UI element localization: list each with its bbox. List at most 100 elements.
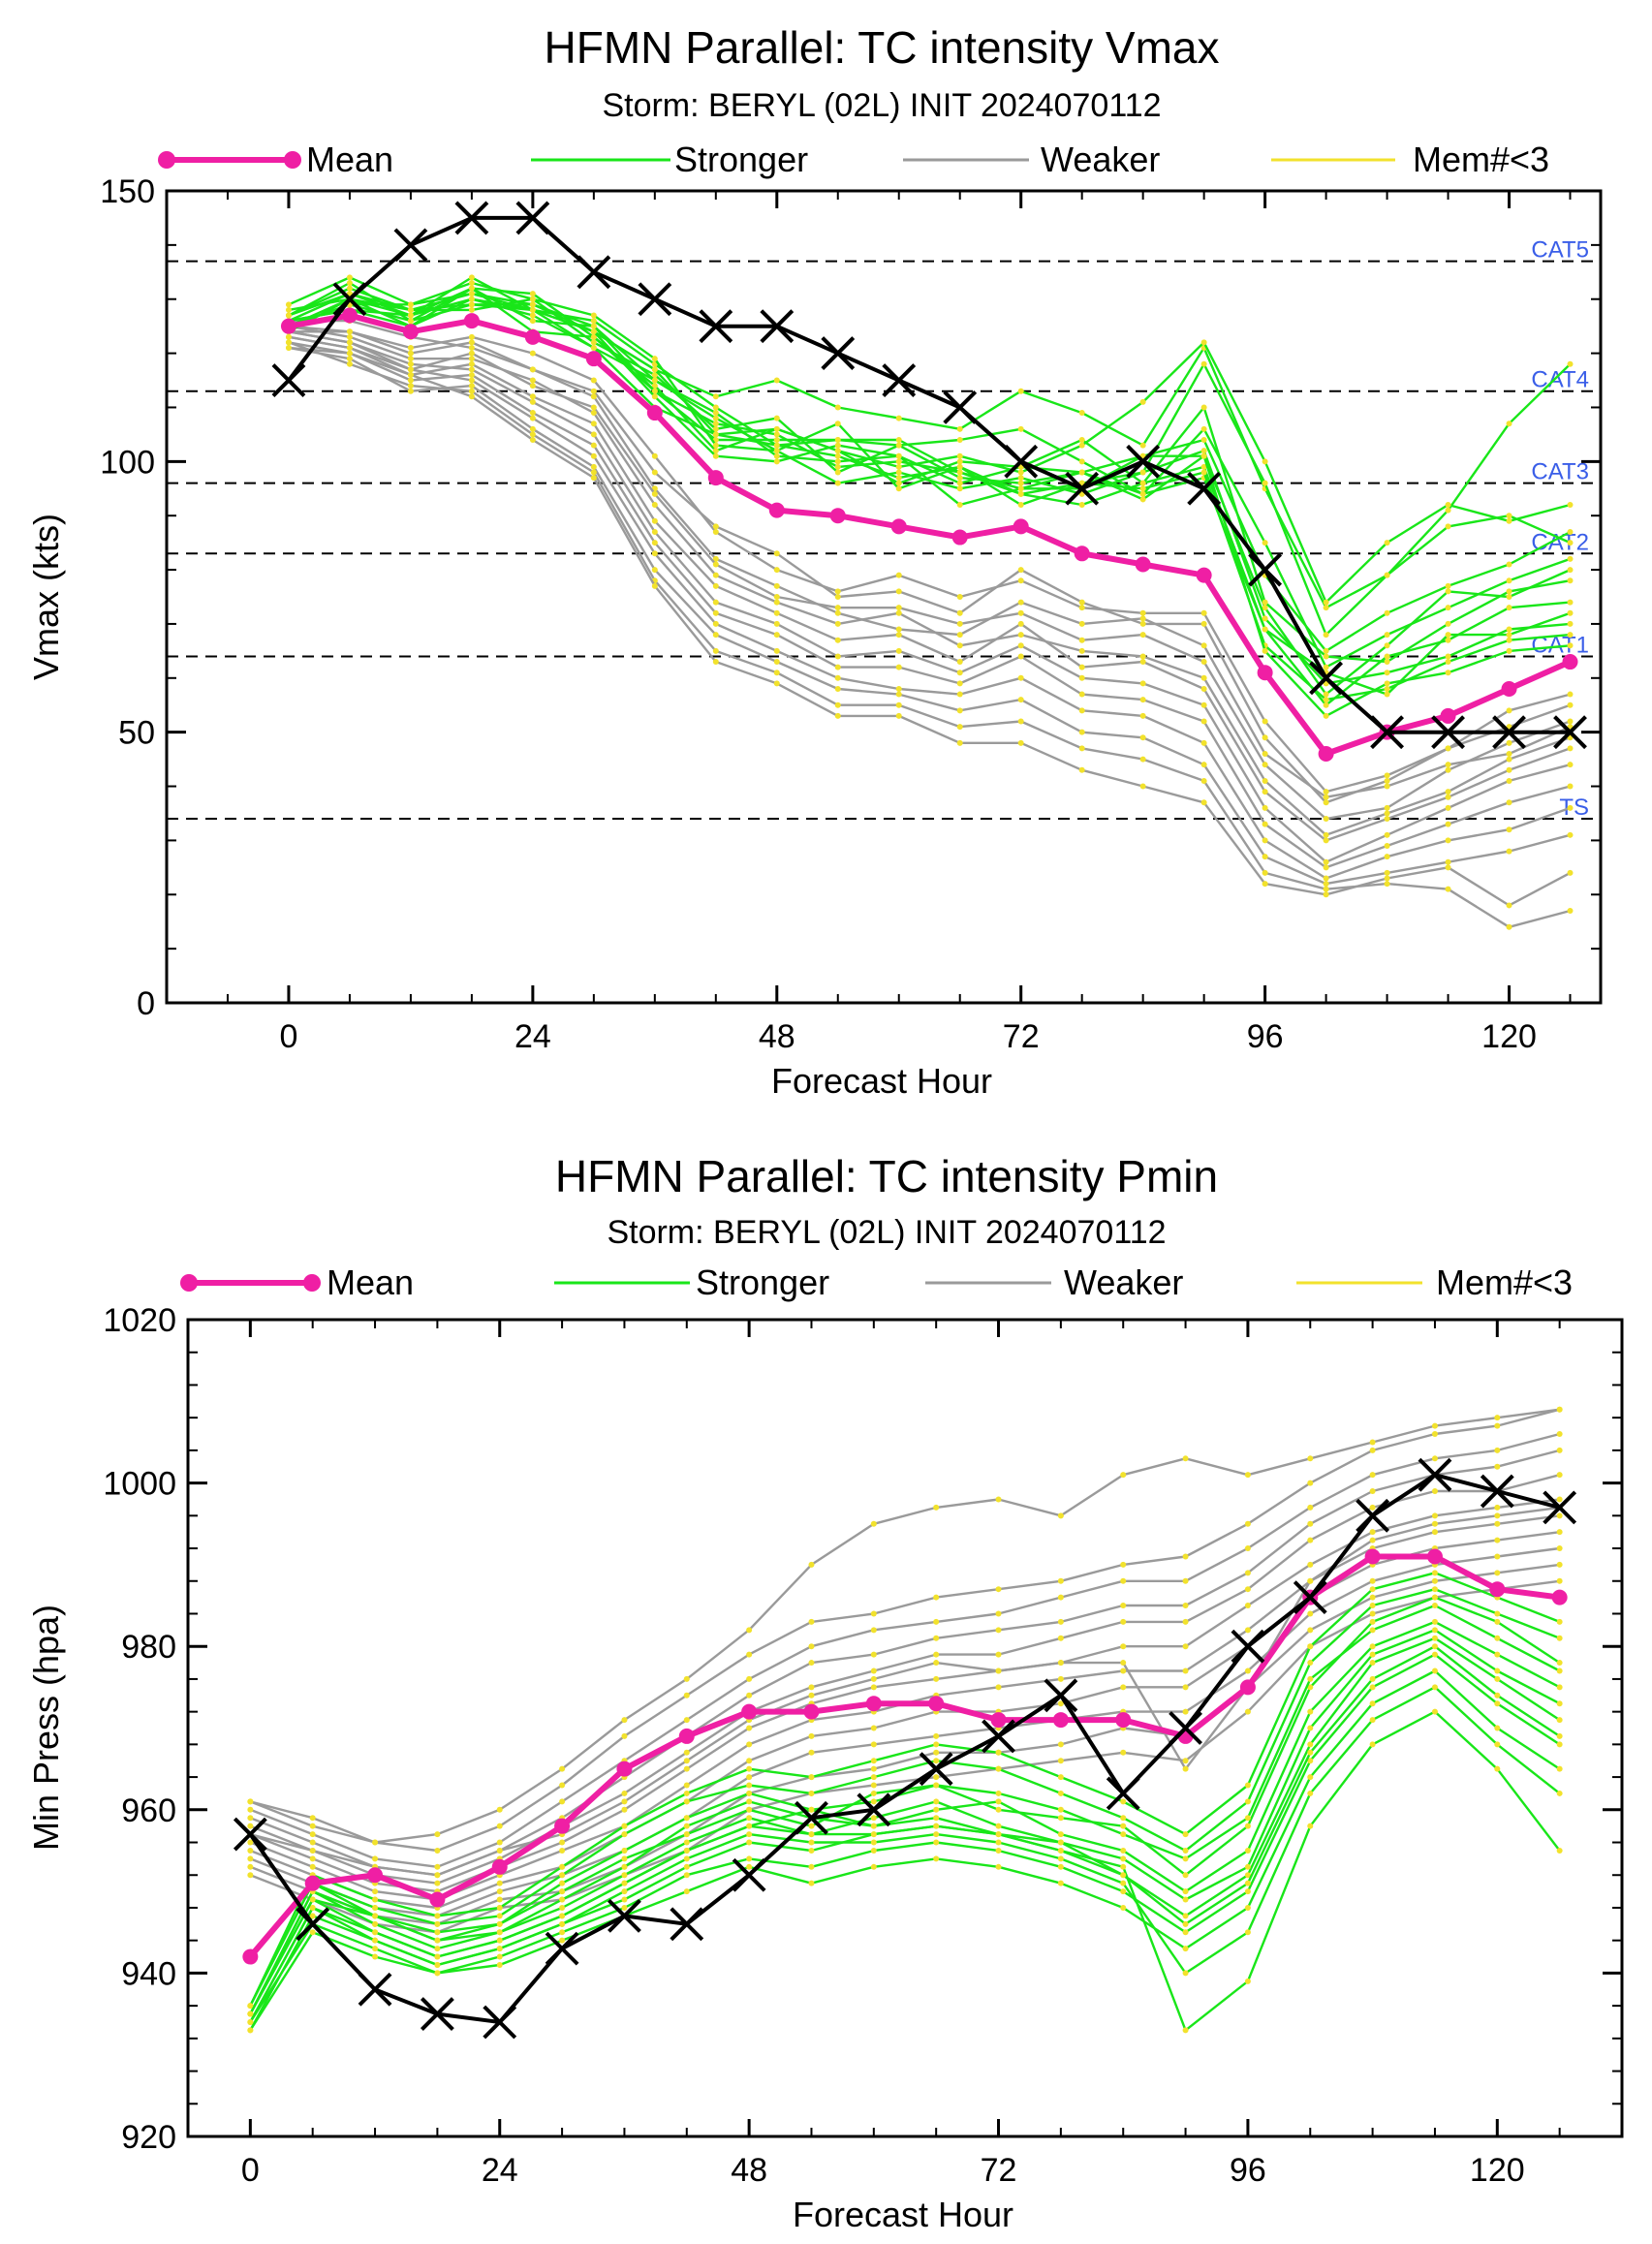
member-point bbox=[870, 1847, 877, 1854]
member-point bbox=[1494, 1675, 1501, 1682]
member-point bbox=[1323, 794, 1329, 800]
member-point bbox=[1017, 599, 1024, 606]
member-point bbox=[1445, 794, 1451, 800]
member-point bbox=[1323, 632, 1329, 639]
y-tick-label: 150 bbox=[100, 173, 155, 210]
member-point bbox=[1120, 1823, 1127, 1829]
member-point bbox=[247, 1855, 254, 1862]
member-point bbox=[559, 1888, 566, 1895]
member-point bbox=[1384, 854, 1390, 860]
member-point bbox=[1384, 875, 1390, 882]
member-point bbox=[1369, 1684, 1376, 1691]
mean-point bbox=[890, 518, 907, 535]
member-point bbox=[1307, 1758, 1314, 1764]
member-point bbox=[773, 448, 780, 454]
member-point bbox=[1556, 1472, 1563, 1479]
stronger-member-line bbox=[249, 1710, 1561, 2032]
member-point bbox=[1120, 1472, 1127, 1479]
member-point bbox=[468, 339, 475, 346]
mean-point bbox=[524, 328, 541, 345]
member-point bbox=[1200, 739, 1207, 746]
member-point bbox=[1139, 783, 1146, 790]
member-point bbox=[1384, 540, 1390, 546]
mean-line bbox=[248, 1553, 1561, 1959]
member-point bbox=[895, 485, 902, 492]
member-point bbox=[434, 1953, 441, 1960]
member-point bbox=[590, 475, 597, 482]
weaker-member-1 bbox=[247, 1406, 1563, 1854]
member-point bbox=[651, 550, 658, 557]
x-tick-label: 120 bbox=[1470, 2152, 1525, 2189]
member-point bbox=[434, 1937, 441, 1944]
threshold-label-cat3: CAT3 bbox=[1531, 459, 1589, 485]
member-point bbox=[1057, 1618, 1064, 1625]
member-point bbox=[870, 1790, 877, 1796]
member-point bbox=[559, 1839, 566, 1846]
member-point bbox=[712, 582, 719, 589]
member-point bbox=[746, 1823, 753, 1829]
member-point bbox=[590, 339, 597, 346]
member-point bbox=[870, 1667, 877, 1674]
member-point bbox=[1078, 620, 1085, 627]
member-point bbox=[995, 1831, 1002, 1838]
member-point bbox=[1120, 1660, 1127, 1667]
stronger-member-line bbox=[249, 1644, 1561, 2015]
member-point bbox=[621, 1896, 628, 1903]
member-point bbox=[1556, 1732, 1563, 1739]
member-point bbox=[1120, 1667, 1127, 1674]
member-point bbox=[1384, 653, 1390, 660]
member-point bbox=[559, 1847, 566, 1854]
member-point bbox=[1556, 1790, 1563, 1796]
member-point bbox=[1494, 1512, 1501, 1519]
stronger-member-9 bbox=[285, 285, 1574, 698]
member-point bbox=[346, 350, 353, 357]
weaker-member-line bbox=[249, 1514, 1560, 1901]
member-point bbox=[468, 350, 475, 357]
member-point bbox=[1445, 502, 1451, 509]
member-point bbox=[746, 1863, 753, 1870]
weaker-member-line bbox=[288, 330, 1571, 821]
member-point bbox=[870, 1863, 877, 1870]
member-point bbox=[1384, 642, 1390, 649]
member-point bbox=[309, 1815, 316, 1822]
member-point bbox=[309, 1904, 316, 1911]
unlabeled-series-marker bbox=[608, 1898, 641, 1933]
member-point bbox=[621, 1880, 628, 1886]
member-point bbox=[895, 626, 902, 633]
member-point bbox=[712, 528, 719, 535]
member-point bbox=[651, 517, 658, 524]
member-point bbox=[559, 1904, 566, 1911]
member-point bbox=[895, 469, 902, 476]
member-point bbox=[1567, 599, 1574, 606]
member-point bbox=[1244, 1627, 1251, 1634]
member-point bbox=[496, 1839, 503, 1846]
member-point bbox=[1494, 1692, 1501, 1699]
member-point bbox=[773, 436, 780, 443]
member-point bbox=[1182, 1765, 1189, 1772]
member-point bbox=[247, 1872, 254, 1879]
member-point bbox=[1369, 1741, 1376, 1748]
member-point bbox=[1431, 1684, 1438, 1691]
mean-point bbox=[990, 1712, 1007, 1729]
member-point bbox=[773, 659, 780, 666]
member-point bbox=[956, 594, 963, 600]
member-point bbox=[590, 333, 597, 340]
member-point bbox=[870, 1651, 877, 1658]
member-point bbox=[683, 1798, 690, 1805]
weaker-member-2 bbox=[247, 1431, 1563, 1870]
mean-point bbox=[280, 318, 296, 334]
member-point bbox=[933, 1651, 940, 1658]
member-point bbox=[1369, 1488, 1376, 1495]
member-point bbox=[1431, 1455, 1438, 1462]
member-point bbox=[590, 393, 597, 400]
member-point bbox=[683, 1855, 690, 1862]
member-point bbox=[1506, 799, 1512, 806]
x-tick-label: 0 bbox=[279, 1018, 297, 1055]
member-point bbox=[1369, 1610, 1376, 1617]
unlabeled-series-marker bbox=[1293, 1580, 1327, 1615]
member-point bbox=[1445, 637, 1451, 643]
member-point bbox=[808, 1749, 815, 1756]
pmin-x-axis-label: Forecast Hour bbox=[793, 2195, 1013, 2234]
member-point bbox=[651, 356, 658, 362]
